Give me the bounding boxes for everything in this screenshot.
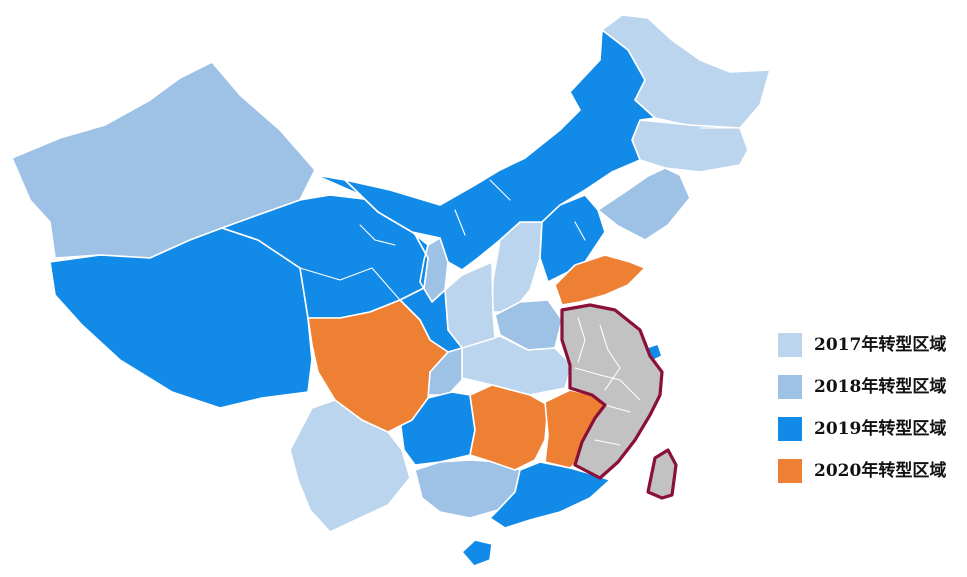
legend-label-2020: 2020年转型区域 — [814, 461, 947, 481]
legend-swatch-2019 — [778, 417, 802, 441]
region-gansu — [314, 174, 463, 353]
legend-item-2018: 2018年转型区域 — [778, 372, 963, 414]
taiwan-outline — [646, 448, 678, 500]
legend-swatch-2018 — [778, 375, 802, 399]
region-neimenggu — [344, 29, 656, 271]
region-hebei — [539, 194, 606, 283]
legend-swatch-2017 — [778, 333, 802, 357]
legend-label-2019: 2019年转型区域 — [814, 419, 947, 439]
legend-label-2017: 2017年转型区域 — [814, 335, 947, 355]
legend-item-2019: 2019年转型区域 — [778, 414, 963, 456]
legend-item-2017: 2017年转型区域 — [778, 330, 963, 372]
region-xizang — [49, 227, 313, 409]
legend-swatch-2020 — [778, 459, 802, 483]
region-hunan — [469, 384, 549, 471]
region-liaoning — [597, 167, 691, 241]
region-sichuan — [307, 299, 449, 433]
excluded-region-outline — [560, 303, 664, 480]
boundary-lines — [221, 127, 741, 446]
region-hainan — [461, 539, 493, 567]
legend-label-2018: 2018年转型区域 — [814, 377, 947, 397]
map-legend: 2017年转型区域 2018年转型区域 2019年转型区域 2020年转型区域 — [778, 330, 963, 498]
legend-item-2020: 2020年转型区域 — [778, 456, 963, 498]
region-shandong — [554, 254, 646, 306]
